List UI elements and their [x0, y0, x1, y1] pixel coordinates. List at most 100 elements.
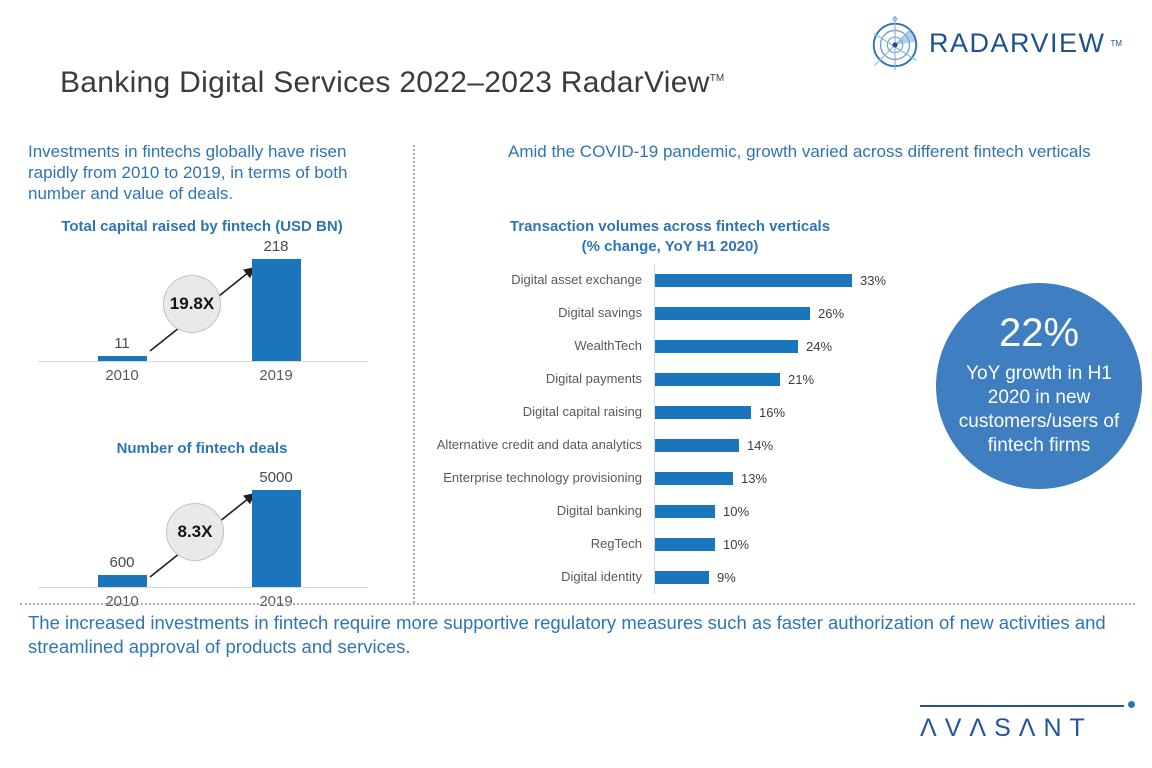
- chart-row: Digital asset exchange 33%: [436, 264, 906, 297]
- multiplier-badge: 8.3X: [166, 503, 224, 561]
- value-label: 26%: [818, 306, 845, 321]
- highlight-circle: 22% YoY growth in H1 2020 in new custome…: [936, 283, 1142, 489]
- avasant-logo-line: [920, 705, 1124, 707]
- x-tick-2019: 2019: [259, 593, 293, 610]
- verticals-chart-rows: Digital asset exchange 33% Digital savings…: [436, 264, 906, 594]
- category-label: Digital asset exchange: [511, 272, 642, 288]
- bar-group-2019: 5000: [246, 469, 306, 587]
- bar: [655, 340, 798, 353]
- bar: [655, 307, 810, 320]
- bar-group-2010: 11: [92, 335, 152, 361]
- chart-row: Digital payments 21%: [436, 363, 906, 396]
- chart-row: Digital identity 9%: [436, 561, 906, 594]
- value-label: 21%: [788, 372, 815, 387]
- bar-2019: [251, 259, 301, 361]
- bar-2019: [251, 490, 301, 587]
- value-label: 10%: [723, 537, 750, 552]
- bar-track: 14%: [654, 429, 906, 462]
- category-label: WealthTech: [574, 338, 642, 354]
- value-label: 24%: [806, 339, 833, 354]
- category-label: RegTech: [590, 536, 642, 552]
- bar-value-label: 600: [109, 554, 135, 571]
- bar: [655, 406, 751, 419]
- category-label: Digital payments: [545, 371, 642, 387]
- capital-raised-chart-title: Total capital raised by fintech (USD BN): [61, 218, 343, 235]
- category-label: Digital banking: [556, 503, 642, 519]
- chart-row: Enterprise technology provisioning 13%: [436, 462, 906, 495]
- bar-track: 10%: [654, 495, 906, 528]
- avasant-logo-text: ΛVΛSΛNT: [920, 714, 1093, 742]
- x-tick-2010: 2010: [105, 593, 139, 610]
- multiplier-text: 19.8X: [169, 294, 215, 313]
- category-label: Alternative credit and data analytics: [436, 437, 642, 453]
- bar-2010: [97, 575, 147, 587]
- capital-raised-plot: 11 218 19.8X 2010 2019: [38, 238, 368, 384]
- bar-track: 33%: [654, 264, 906, 297]
- value-label: 16%: [759, 405, 786, 420]
- bar-2010: [97, 356, 147, 361]
- radar-icon: [872, 15, 918, 71]
- category-label: Digital identity: [561, 569, 642, 585]
- value-label: 14%: [747, 438, 774, 453]
- chart-row: RegTech 10%: [436, 528, 906, 561]
- avasant-logo-dot: [1128, 701, 1135, 708]
- bar-track: 26%: [654, 297, 906, 330]
- bar-value-label: 218: [263, 238, 289, 255]
- chart-row: Digital savings 26%: [436, 297, 906, 330]
- category-label: Enterprise technology provisioning: [443, 470, 642, 486]
- bar-track: 9%: [654, 561, 906, 594]
- category-label: Digital capital raising: [522, 404, 642, 420]
- value-label: 9%: [717, 570, 736, 585]
- fintech-deals-chart: Number of fintech deals 600 5000 8.3X 20…: [38, 440, 368, 610]
- x-tick-2019: 2019: [259, 367, 293, 384]
- right-intro-text: Amid the COVID-19 pandemic, growth varie…: [508, 142, 1091, 161]
- radarview-logo-tm: TM: [1110, 38, 1123, 48]
- page-title: Banking Digital Services 2022–2023 Radar…: [60, 66, 724, 100]
- vertical-divider: [413, 145, 415, 603]
- avasant-logo: ΛVΛSΛNT: [920, 700, 1135, 743]
- chart-row: Digital banking 10%: [436, 495, 906, 528]
- highlight-caption: YoY growth in H1 2020 in new customers/u…: [958, 363, 1120, 456]
- fintech-verticals-chart: Digital asset exchange 33% Digital savings…: [436, 264, 906, 594]
- bar-track: 24%: [654, 330, 906, 363]
- multiplier-text: 8.3X: [177, 522, 213, 541]
- bar-track: 13%: [654, 462, 906, 495]
- bar: [655, 373, 780, 386]
- footer-divider: [20, 603, 1135, 605]
- bar: [655, 571, 709, 584]
- bar-group-2019: 218: [246, 238, 306, 361]
- chart-row: Digital capital raising 16%: [436, 396, 906, 429]
- bar-value-label: 5000: [259, 469, 293, 486]
- radarview-logo-text: RADARVIEW: [929, 27, 1106, 58]
- radarview-logo: RADARVIEW TM: [866, 14, 1122, 72]
- chart-row: Alternative credit and data analytics 14%: [436, 429, 906, 462]
- left-intro-text: Investments in fintechs globally have ri…: [28, 142, 348, 204]
- bar: [655, 274, 852, 287]
- page-title-tm: TM: [709, 73, 725, 84]
- fintech-deals-plot: 600 5000 8.3X 2010 2019: [38, 463, 368, 610]
- bar: [655, 538, 715, 551]
- bar-track: 10%: [654, 528, 906, 561]
- bar: [655, 505, 715, 518]
- value-label: 13%: [741, 471, 768, 486]
- x-tick-2010: 2010: [105, 367, 139, 384]
- x-axis-line: [38, 361, 368, 362]
- chart-row: WealthTech 24%: [436, 330, 906, 363]
- category-label: Digital savings: [558, 305, 642, 321]
- bar-track: 21%: [654, 363, 906, 396]
- bar: [655, 472, 733, 485]
- value-label: 33%: [860, 273, 887, 288]
- footer-note: The increased investments in fintech req…: [28, 612, 1106, 658]
- page-title-text: Banking Digital Services 2022–2023 Radar…: [60, 66, 710, 99]
- capital-raised-chart: Total capital raised by fintech (USD BN)…: [38, 218, 368, 384]
- bar-group-2010: 600: [92, 554, 152, 587]
- highlight-value: 22%: [998, 311, 1080, 355]
- verticals-chart-title: Transaction volumes across fintech verti…: [509, 218, 831, 255]
- x-axis-line: [38, 587, 368, 588]
- bar-value-label: 11: [114, 335, 130, 352]
- bar-track: 16%: [654, 396, 906, 429]
- avasant-logo-rule: [920, 700, 1135, 709]
- multiplier-badge: 19.8X: [163, 275, 221, 333]
- bar: [655, 439, 739, 452]
